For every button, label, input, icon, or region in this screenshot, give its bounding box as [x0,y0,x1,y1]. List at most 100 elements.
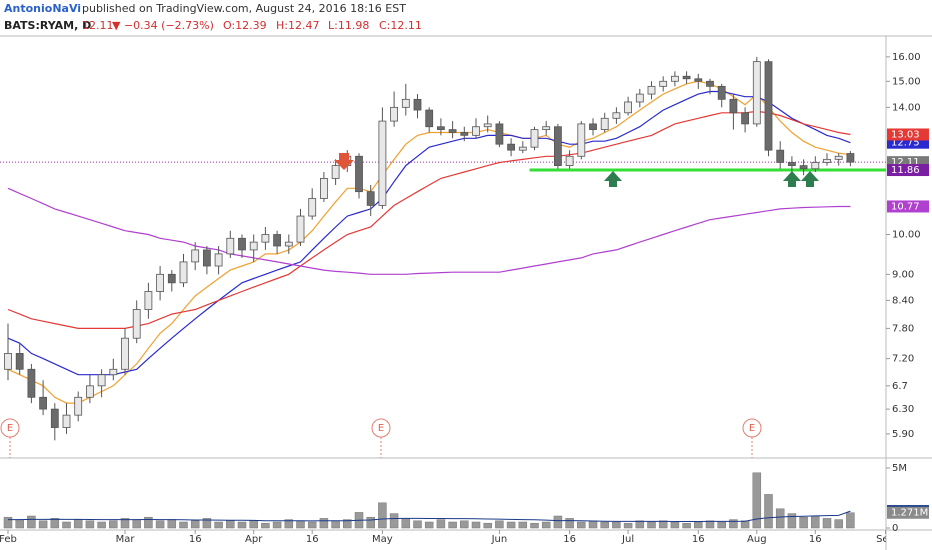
candle-body [97,374,106,387]
volume-bar [822,518,832,529]
candle-body [554,126,562,167]
volume-bar [226,520,235,529]
volume-bar [120,518,130,529]
earnings-label: E [749,423,755,434]
buy-arrow [604,171,622,187]
price-tag: 13.03 [891,129,920,140]
candle-body [495,123,504,145]
author: AntonioNaVi [4,2,81,15]
candle-body [284,241,293,247]
candle-body [144,291,153,310]
volume-bar [378,502,387,529]
volume-bar [62,521,71,529]
volume-bar [249,520,258,529]
volume-bar [588,520,598,529]
candle-body [834,155,843,160]
candle-body [202,249,211,267]
candle-body [132,309,141,339]
volume-bar [284,519,294,529]
volume-bar [752,472,762,529]
volume-bar [448,521,457,529]
volume-bar [600,521,609,529]
candle-body [811,162,820,170]
candle-body [600,117,609,130]
volume-bar [272,521,282,529]
candle-body [4,353,12,370]
volume-bar [775,508,785,529]
high: H:12.47 [276,19,319,32]
y-tick-label: 6.30 [892,404,914,415]
volume-bar [717,521,726,529]
volume-bar [518,521,528,529]
price-tag: 10.77 [891,201,920,212]
volume-bar [261,522,270,529]
volume-bar [389,513,399,529]
candle-body [530,129,539,148]
candle-body [296,215,305,243]
x-axis: Feb Mar 16 Apr 16 May Jun 16 Jul 16 Aug 16 Sep [0,530,895,545]
candle-body [729,98,738,114]
volume-bar [331,520,340,529]
y-tick-label: 8.40 [892,295,914,306]
volume-bar [799,516,808,529]
candle-body [577,123,586,157]
volume-bar [565,518,574,529]
open: O:12.39 [223,19,267,32]
candle-body [39,396,47,410]
candle-body [764,61,773,151]
plot [0,56,886,529]
candle-body [226,237,235,255]
volume-tick-label: 5M [892,463,907,474]
volume-tick-label: 0 [892,523,898,534]
candle-body [694,78,703,82]
candle-body [706,80,714,87]
candle-body [460,132,469,136]
volume-bar [132,519,141,529]
price-tag: 12.75 [891,138,920,149]
volume-bar [237,521,247,529]
volume-bar [3,516,13,529]
candle-body [671,75,679,82]
candle-body [612,112,621,119]
y-tick-label: 7.20 [892,354,914,365]
y-tick-label: 16.00 [892,52,921,63]
volume-bar [705,520,715,529]
candle-body [238,237,246,251]
candle-body [179,261,188,284]
candle-body [355,155,363,193]
candle-body [401,98,410,108]
earnings-label: E [378,423,384,434]
buy-arrow [801,171,819,187]
annotations [0,153,819,458]
volume-bar [530,522,539,529]
candle-body [659,80,668,87]
volume-bar [495,520,504,529]
candle-body [249,241,258,251]
y-tick-label: 5.90 [892,429,914,440]
candle-body [86,385,94,398]
volume-bar [15,519,24,529]
volume-bar [740,520,750,529]
volume-bar [623,522,633,529]
price-tag-box [887,128,929,141]
volume-bar [460,520,469,529]
x-tick-label: 16 [563,534,576,545]
y-tick-label: 14.00 [892,102,921,113]
moving-average-line [7,110,851,329]
change: ▼ −0.34 (−2.73%) [112,19,214,32]
symbol: BATS:RYAM, D [4,19,91,32]
volume-bar [787,513,797,529]
x-tick-label: 16 [692,534,705,545]
candle-body [635,93,644,103]
buy-arrow [783,171,801,187]
support-tag: 11.86 [891,165,920,176]
volume-bar [155,520,165,529]
candle-body [121,337,129,370]
x-tick-label: Sep [876,534,895,545]
candle-body [589,123,597,130]
x-tick-label: 16 [189,534,202,545]
candle-body [624,101,632,114]
earnings-markers [0,418,762,438]
candle-body [752,61,761,125]
